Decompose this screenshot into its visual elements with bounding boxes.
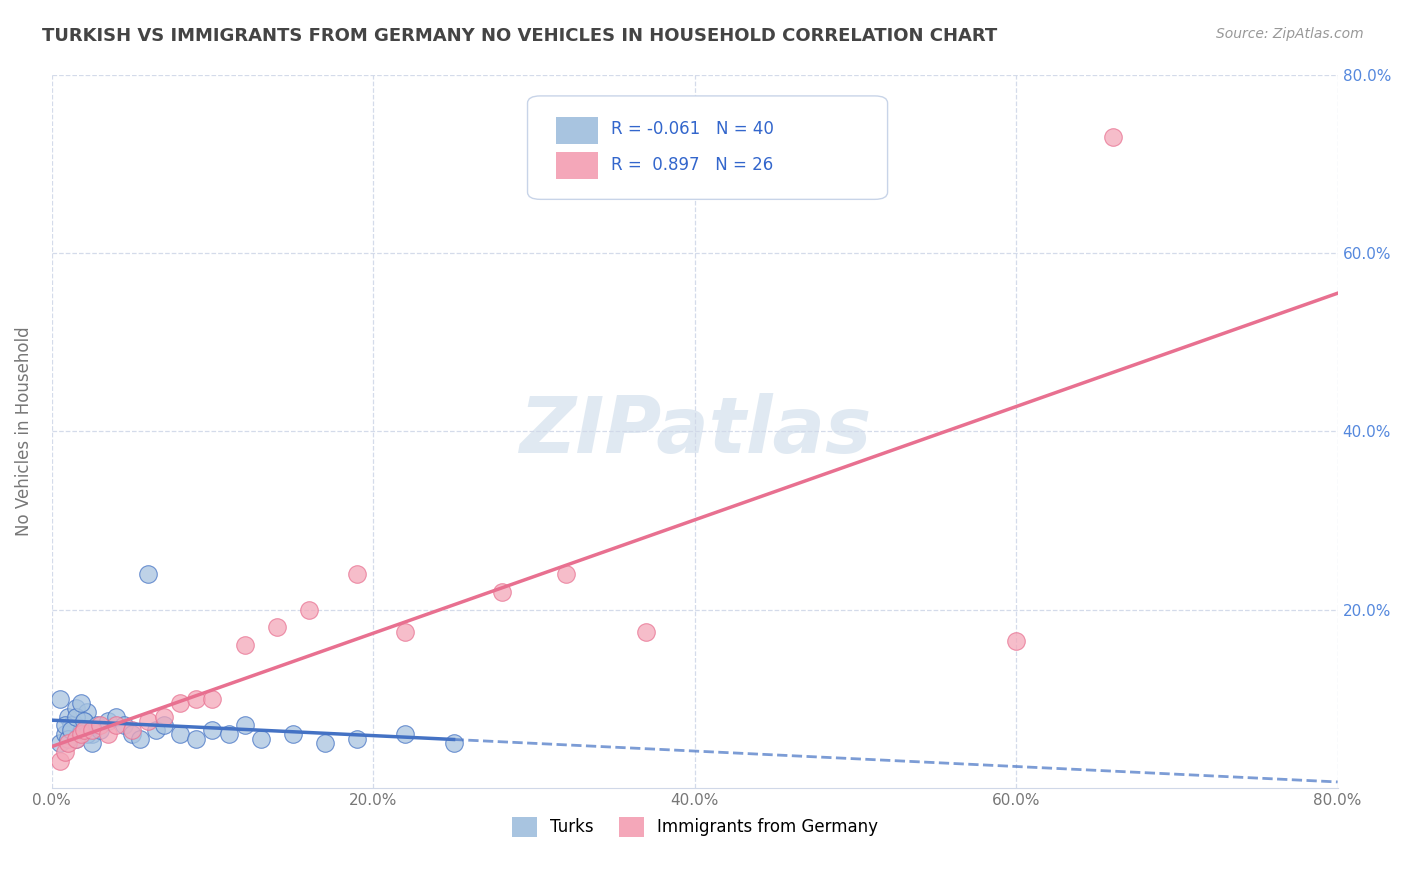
- Point: [105, 709, 128, 723]
- Point: [73, 723, 96, 737]
- Point: [53, 745, 76, 759]
- Point: [97, 727, 120, 741]
- Point: [60, 723, 83, 737]
- Point: [56, 736, 79, 750]
- Point: [201, 691, 224, 706]
- Point: [201, 723, 224, 737]
- Point: [76, 727, 98, 741]
- Point: [121, 723, 143, 737]
- Point: [89, 723, 111, 737]
- Point: [56, 709, 79, 723]
- Point: [49, 691, 72, 706]
- Point: [112, 718, 135, 732]
- Point: [89, 718, 111, 732]
- Point: [97, 714, 120, 728]
- Point: [65, 700, 87, 714]
- Point: [53, 727, 76, 741]
- Point: [266, 620, 288, 634]
- Point: [186, 691, 208, 706]
- Point: [69, 727, 91, 741]
- Point: [394, 727, 416, 741]
- Point: [555, 566, 578, 581]
- Point: [153, 718, 176, 732]
- Point: [80, 723, 103, 737]
- Point: [281, 727, 304, 741]
- Point: [80, 727, 103, 741]
- Point: [53, 718, 76, 732]
- Point: [233, 718, 256, 732]
- Point: [136, 714, 159, 728]
- Point: [1101, 130, 1123, 145]
- Point: [69, 696, 91, 710]
- Point: [60, 718, 83, 732]
- Point: [443, 736, 465, 750]
- Point: [129, 731, 152, 746]
- Point: [346, 566, 368, 581]
- Text: R =  0.897   N = 26: R = 0.897 N = 26: [612, 156, 773, 174]
- Point: [136, 566, 159, 581]
- Text: Source: ZipAtlas.com: Source: ZipAtlas.com: [1216, 27, 1364, 41]
- FancyBboxPatch shape: [527, 96, 887, 199]
- Point: [394, 624, 416, 639]
- Legend: Turks, Immigrants from Germany: Turks, Immigrants from Germany: [505, 810, 884, 844]
- Point: [76, 705, 98, 719]
- Y-axis label: No Vehicles in Household: No Vehicles in Household: [15, 326, 32, 536]
- Point: [153, 709, 176, 723]
- FancyBboxPatch shape: [555, 117, 598, 144]
- Point: [1005, 633, 1028, 648]
- Point: [86, 718, 108, 732]
- Point: [49, 736, 72, 750]
- Text: R = -0.061   N = 40: R = -0.061 N = 40: [612, 120, 773, 138]
- Point: [145, 723, 167, 737]
- Point: [65, 709, 87, 723]
- Point: [69, 723, 91, 737]
- Point: [73, 714, 96, 728]
- Point: [121, 727, 143, 741]
- Text: TURKISH VS IMMIGRANTS FROM GERMANY NO VEHICLES IN HOUSEHOLD CORRELATION CHART: TURKISH VS IMMIGRANTS FROM GERMANY NO VE…: [42, 27, 997, 45]
- Point: [314, 736, 336, 750]
- Point: [56, 731, 79, 746]
- Point: [80, 736, 103, 750]
- Point: [346, 731, 368, 746]
- Text: ZIPatlas: ZIPatlas: [519, 393, 870, 469]
- Point: [65, 731, 87, 746]
- Point: [233, 638, 256, 652]
- Point: [49, 754, 72, 768]
- Point: [186, 731, 208, 746]
- FancyBboxPatch shape: [555, 153, 598, 179]
- Point: [65, 731, 87, 746]
- Point: [249, 731, 271, 746]
- Point: [491, 584, 513, 599]
- Point: [73, 714, 96, 728]
- Point: [169, 696, 191, 710]
- Point: [169, 727, 191, 741]
- Point: [218, 727, 240, 741]
- Point: [636, 624, 658, 639]
- Point: [105, 718, 128, 732]
- Point: [298, 602, 321, 616]
